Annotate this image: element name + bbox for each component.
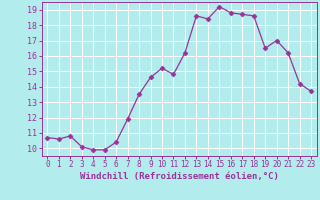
X-axis label: Windchill (Refroidissement éolien,°C): Windchill (Refroidissement éolien,°C) — [80, 172, 279, 181]
